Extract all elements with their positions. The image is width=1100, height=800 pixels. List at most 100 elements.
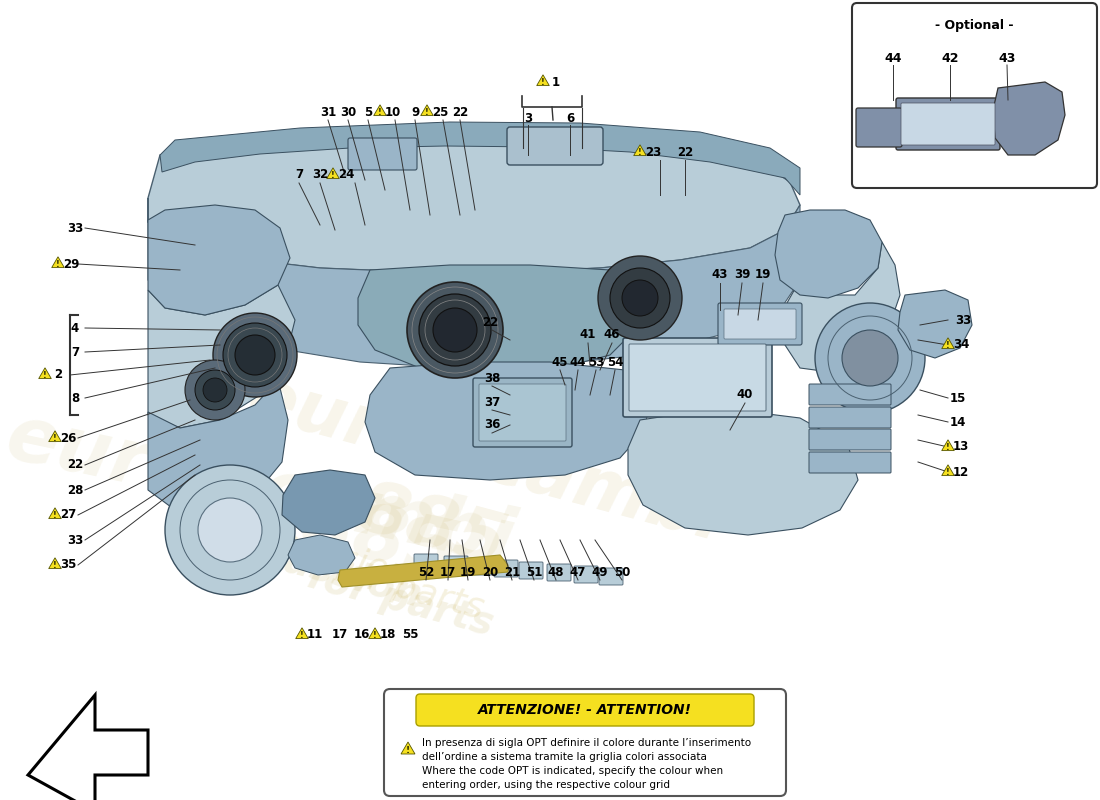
FancyBboxPatch shape <box>623 338 772 417</box>
FancyBboxPatch shape <box>444 556 468 573</box>
FancyBboxPatch shape <box>808 429 891 450</box>
Text: 7: 7 <box>70 346 79 358</box>
Text: ATTENZIONE! - ATTENTION!: ATTENZIONE! - ATTENTION! <box>478 703 692 717</box>
Text: 7: 7 <box>295 169 304 182</box>
Text: euroricambi: euroricambi <box>240 363 730 557</box>
Text: In presenza di sigla OPT definire il colore durante l’inserimento: In presenza di sigla OPT definire il col… <box>422 738 751 748</box>
Polygon shape <box>420 105 433 115</box>
Circle shape <box>610 268 670 328</box>
Polygon shape <box>282 470 375 535</box>
Polygon shape <box>365 362 650 480</box>
Text: 32: 32 <box>312 169 328 182</box>
Polygon shape <box>296 628 308 638</box>
FancyBboxPatch shape <box>896 98 1000 150</box>
Circle shape <box>223 323 287 387</box>
Text: !: ! <box>946 468 950 477</box>
Polygon shape <box>148 198 800 368</box>
Circle shape <box>815 303 925 413</box>
Polygon shape <box>942 465 955 475</box>
Text: 52: 52 <box>418 566 434 578</box>
Polygon shape <box>288 535 355 575</box>
Polygon shape <box>374 105 386 115</box>
Polygon shape <box>402 742 415 754</box>
Text: 23: 23 <box>645 146 661 158</box>
FancyBboxPatch shape <box>808 384 891 405</box>
Text: 13: 13 <box>953 441 969 454</box>
Circle shape <box>235 335 275 375</box>
Circle shape <box>598 256 682 340</box>
Polygon shape <box>48 508 62 518</box>
Text: dell’ordine a sistema tramite la griglia colori associata: dell’ordine a sistema tramite la griglia… <box>422 752 707 762</box>
FancyBboxPatch shape <box>808 452 891 473</box>
Text: Where the code OPT is indicated, specify the colour when: Where the code OPT is indicated, specify… <box>422 766 723 776</box>
Circle shape <box>198 498 262 562</box>
Text: !: ! <box>425 108 429 117</box>
Circle shape <box>621 280 658 316</box>
Text: 34: 34 <box>953 338 969 351</box>
Text: a passion: a passion <box>240 517 415 594</box>
Text: euroricambi: euroricambi <box>0 400 520 580</box>
FancyBboxPatch shape <box>384 689 786 796</box>
FancyBboxPatch shape <box>547 564 571 581</box>
Polygon shape <box>338 555 508 587</box>
Text: 28: 28 <box>67 483 84 497</box>
Text: 31: 31 <box>320 106 337 118</box>
Circle shape <box>842 330 898 386</box>
FancyBboxPatch shape <box>856 108 902 147</box>
Text: 17: 17 <box>440 566 456 578</box>
Polygon shape <box>28 695 148 800</box>
Polygon shape <box>148 128 800 272</box>
Circle shape <box>165 465 295 595</box>
Text: !: ! <box>373 631 377 640</box>
Text: !: ! <box>43 371 47 380</box>
Text: 2: 2 <box>54 369 62 382</box>
Polygon shape <box>148 285 295 428</box>
Polygon shape <box>148 205 290 315</box>
Text: 29: 29 <box>63 258 79 270</box>
FancyBboxPatch shape <box>469 558 493 575</box>
Polygon shape <box>48 558 62 569</box>
Text: 40: 40 <box>737 389 754 402</box>
Polygon shape <box>628 408 858 535</box>
Circle shape <box>419 294 491 366</box>
FancyBboxPatch shape <box>852 3 1097 188</box>
Text: 37: 37 <box>484 395 500 409</box>
Text: for parts: for parts <box>330 554 487 626</box>
Text: 41: 41 <box>580 329 596 342</box>
Text: !: ! <box>53 511 57 520</box>
Text: !: ! <box>378 108 382 117</box>
Text: !: ! <box>541 78 544 87</box>
FancyBboxPatch shape <box>416 694 754 726</box>
FancyBboxPatch shape <box>629 344 766 411</box>
FancyBboxPatch shape <box>724 309 796 339</box>
Polygon shape <box>39 368 52 378</box>
Text: entering order, using the respective colour grid: entering order, using the respective col… <box>422 780 670 790</box>
Polygon shape <box>52 257 64 267</box>
Text: 885: 885 <box>350 475 514 581</box>
FancyBboxPatch shape <box>507 127 603 165</box>
Text: !: ! <box>946 341 950 350</box>
Text: 21: 21 <box>504 566 520 578</box>
Text: 35: 35 <box>59 558 76 571</box>
Text: 25: 25 <box>432 106 448 118</box>
Polygon shape <box>48 430 62 442</box>
Polygon shape <box>942 440 955 450</box>
Polygon shape <box>776 210 882 298</box>
Text: 22: 22 <box>676 146 693 158</box>
FancyBboxPatch shape <box>414 554 438 571</box>
Polygon shape <box>148 380 288 512</box>
Polygon shape <box>327 168 339 178</box>
FancyBboxPatch shape <box>718 303 802 345</box>
Text: !: ! <box>53 434 57 443</box>
Text: 14: 14 <box>949 415 966 429</box>
Text: 885: 885 <box>295 487 465 593</box>
Text: 22: 22 <box>452 106 469 118</box>
Text: 5: 5 <box>364 106 372 118</box>
Text: !: ! <box>53 561 57 570</box>
Text: 17: 17 <box>332 629 348 642</box>
FancyBboxPatch shape <box>494 560 518 577</box>
Text: !: ! <box>56 260 59 269</box>
Text: 33: 33 <box>67 534 84 546</box>
Circle shape <box>407 282 503 378</box>
Text: 8: 8 <box>70 391 79 405</box>
